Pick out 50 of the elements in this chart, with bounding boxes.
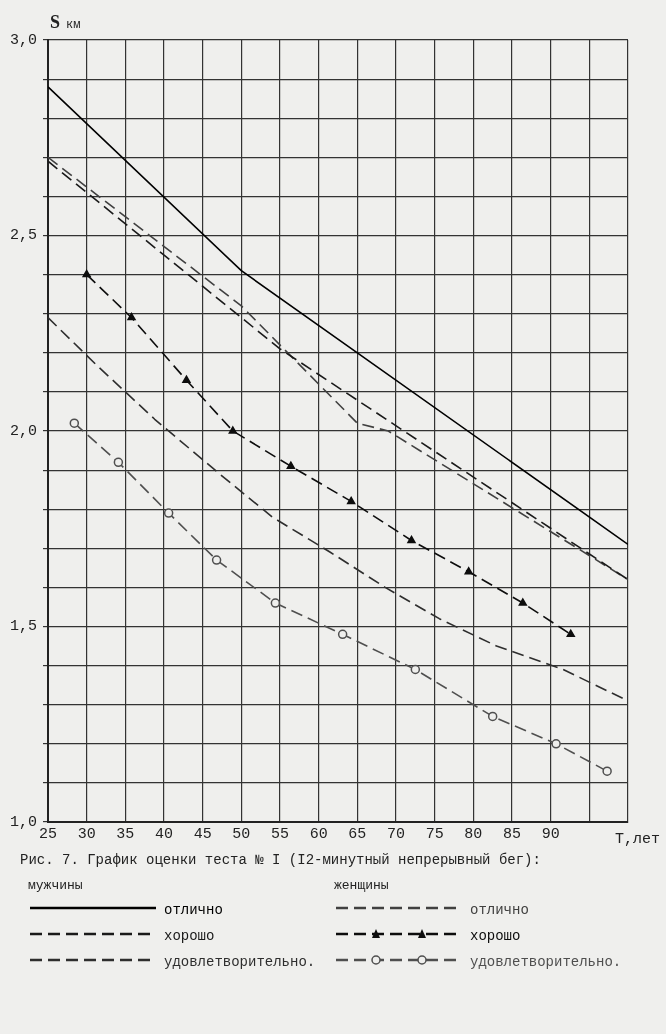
x-tick-label: 45 <box>193 825 212 843</box>
text: хорошо <box>470 928 522 944</box>
y-tick-label: 1,0 <box>9 813 37 831</box>
point <box>566 629 575 638</box>
point <box>464 567 473 575</box>
x-tick-label: 80 <box>464 825 483 843</box>
x-tick-label: 65 <box>348 825 367 843</box>
x-tick-label: 30 <box>77 825 96 843</box>
x-tick-label: 50 <box>232 825 251 843</box>
point <box>211 555 222 565</box>
x-axis-title: T,лет <box>614 831 660 849</box>
x-tick-label: 85 <box>502 825 522 843</box>
text: женщины <box>334 878 390 893</box>
text: удовлетворительно. <box>470 954 623 970</box>
point <box>270 598 281 608</box>
text: мужчины <box>28 878 84 893</box>
x-tick-label: 55 <box>270 825 290 843</box>
point <box>228 426 238 434</box>
x-tick-label: 60 <box>309 825 328 843</box>
text: хорошо <box>164 928 216 944</box>
point <box>127 312 136 321</box>
y-tick-label: 3,0 <box>9 31 37 49</box>
x-tick-label: 35 <box>116 825 135 843</box>
point <box>337 629 348 640</box>
point <box>82 269 91 278</box>
text: удовлетворительно. <box>164 954 317 970</box>
point <box>410 664 421 675</box>
y-tick-label: 1,5 <box>9 618 37 636</box>
y-tick-label: 2,0 <box>9 422 37 440</box>
point <box>69 418 80 428</box>
x-tick-label: 75 <box>425 825 444 843</box>
y-tick-label: 2,5 <box>9 227 37 245</box>
point <box>286 461 296 469</box>
point <box>518 598 528 606</box>
text: Рис. 7. График оценки теста № I (I2-минутный непрерывный бег): <box>20 852 542 868</box>
point <box>113 457 124 468</box>
x-tick-label: 70 <box>386 825 406 843</box>
x-tick-label: 25 <box>39 825 58 843</box>
x-tick-label: 90 <box>541 825 560 843</box>
point <box>182 375 191 383</box>
point <box>407 535 416 544</box>
point <box>163 508 174 518</box>
point <box>487 711 498 722</box>
point <box>551 739 561 749</box>
x-tick-label: 40 <box>155 825 174 843</box>
y-axis-title: S км <box>50 11 81 33</box>
point <box>602 766 612 776</box>
text: отлично <box>164 902 224 918</box>
text: отлично <box>470 902 530 918</box>
point <box>346 496 356 505</box>
